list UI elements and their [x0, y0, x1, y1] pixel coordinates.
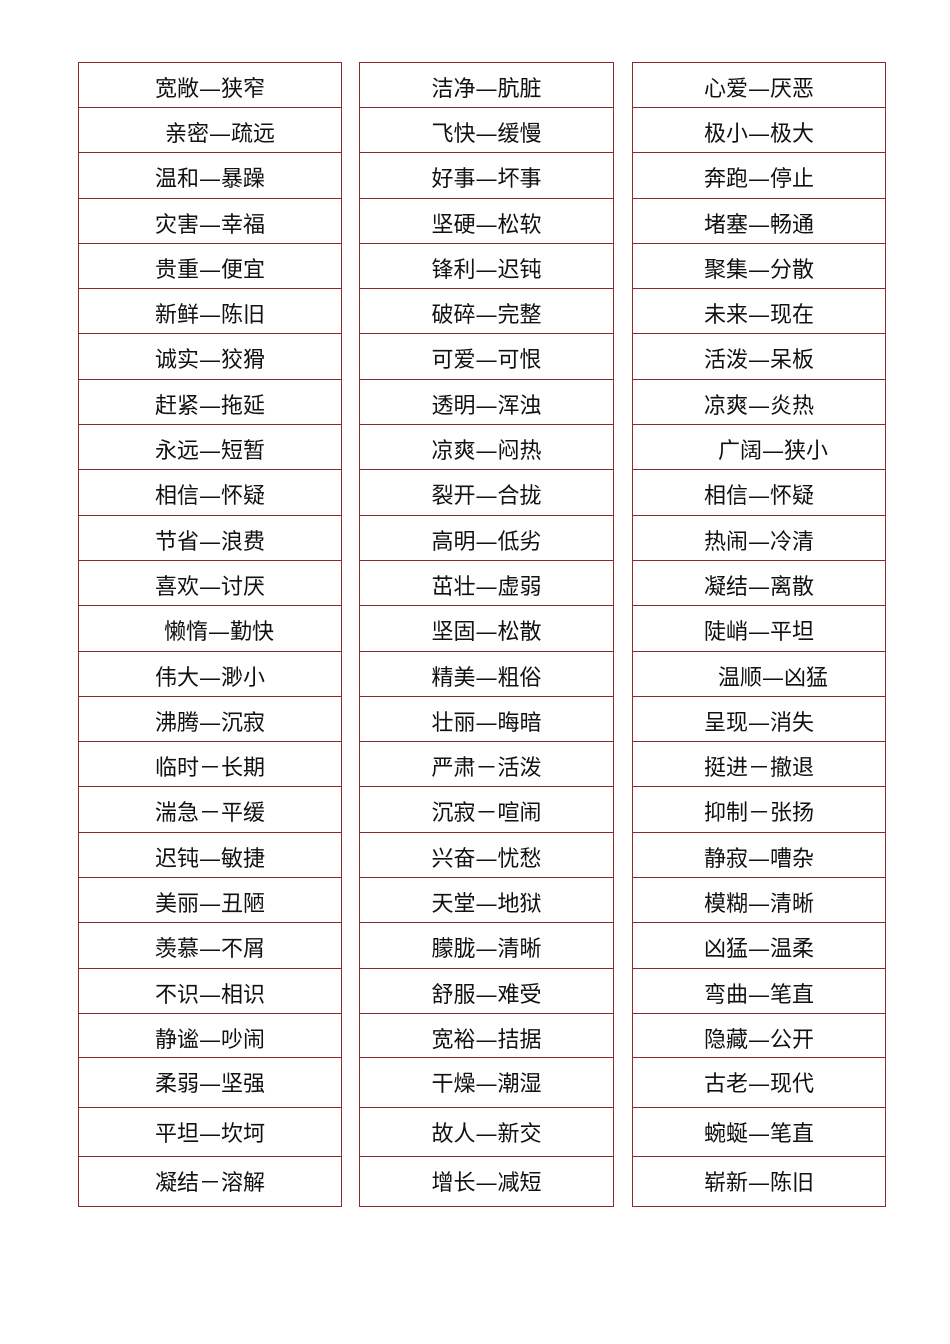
antonym-pair-cell: 严肃－活泼: [360, 741, 613, 786]
antonym-pair-cell: 心爱—厌恶: [633, 62, 885, 107]
antonym-pair-cell: 广阔—狭小: [633, 424, 885, 469]
antonym-pair-cell: 静谧—吵闹: [79, 1013, 341, 1057]
antonym-pair-cell: 裂开—合拢: [360, 469, 613, 515]
antonym-pair-cell: 凝结－溶解: [79, 1156, 341, 1207]
antonym-pair-cell: 节省—浪费: [79, 515, 341, 560]
antonym-pair-cell: 沸腾—沉寂: [79, 696, 341, 741]
antonym-pair-cell: 模糊—清晰: [633, 877, 885, 922]
antonym-pair-cell: 新鲜—陈旧: [79, 288, 341, 333]
antonym-pair-cell: 精美—粗俗: [360, 651, 613, 696]
antonym-pair-cell: 相信—怀疑: [633, 469, 885, 515]
antonym-pair-cell: 灾害—幸福: [79, 198, 341, 243]
antonym-pair-cell: 柔弱—坚强: [79, 1057, 341, 1107]
antonym-pair-cell: 凉爽—炎热: [633, 379, 885, 424]
antonym-pair-cell: 平坦—坎坷: [79, 1107, 341, 1156]
antonym-pair-cell: 伟大—渺小: [79, 651, 341, 696]
antonym-pair-cell: 喜欢—讨厌: [79, 560, 341, 605]
antonym-pair-cell: 临时－长期: [79, 741, 341, 786]
antonym-pair-cell: 赶紧—拖延: [79, 379, 341, 424]
antonym-pair-cell: 好事—坏事: [360, 152, 613, 198]
antonym-pair-cell: 不识—相识: [79, 968, 341, 1013]
antonym-pair-cell: 高明—低劣: [360, 515, 613, 560]
antonym-column-3: 心爱—厌恶 极小—极大 奔跑—停止 堵塞—畅通 聚集—分散 未来—现在 活泼—呆板 凉爽—炎热…: [632, 62, 886, 1207]
antonym-column-1: 宽敞—狭窄 亲密—疏远 温和—暴躁 灾害—幸福 贵重—便宜 新鲜—陈旧 诚实—狡猾 赶紧—拖延…: [78, 62, 342, 1207]
antonym-pair-cell: 亲密—疏远: [79, 107, 341, 152]
antonym-pair-cell: 未来—现在: [633, 288, 885, 333]
antonym-pair-cell: 坚硬—松软: [360, 198, 613, 243]
antonym-pair-cell: 美丽—丑陋: [79, 877, 341, 922]
antonym-pair-cell: 极小—极大: [633, 107, 885, 152]
antonym-pair-cell: 增长—减短: [360, 1156, 613, 1207]
antonym-pair-cell: 古老—现代: [633, 1057, 885, 1107]
antonym-pair-cell: 贵重—便宜: [79, 243, 341, 288]
antonym-pair-cell: 破碎—完整: [360, 288, 613, 333]
antonym-pair-cell: 干燥—潮湿: [360, 1057, 613, 1107]
antonym-pair-cell: 飞快—缓慢: [360, 107, 613, 152]
antonym-pair-cell: 湍急－平缓: [79, 786, 341, 832]
antonym-pair-cell: 隐藏—公开: [633, 1013, 885, 1057]
antonym-pair-cell: 堵塞—畅通: [633, 198, 885, 243]
antonym-pair-cell: 永远—短暂: [79, 424, 341, 469]
antonym-pair-cell: 弯曲—笔直: [633, 968, 885, 1013]
antonym-pair-cell: 舒服—难受: [360, 968, 613, 1013]
antonym-pair-cell: 凶猛—温柔: [633, 922, 885, 968]
antonym-pair-cell: 奔跑—停止: [633, 152, 885, 198]
antonym-pair-cell: 迟钝—敏捷: [79, 832, 341, 877]
antonym-pair-cell: 聚集—分散: [633, 243, 885, 288]
antonym-pair-cell: 坚固—松散: [360, 605, 613, 651]
antonym-pair-cell: 朦胧—清晰: [360, 922, 613, 968]
antonym-pair-cell: 静寂—嘈杂: [633, 832, 885, 877]
antonym-pair-cell: 羡慕—不屑: [79, 922, 341, 968]
antonym-pair-cell: 活泼—呆板: [633, 333, 885, 379]
antonym-pair-cell: 崭新—陈旧: [633, 1156, 885, 1207]
antonym-pair-cell: 沉寂－喧闹: [360, 786, 613, 832]
antonym-pair-cell: 透明—浑浊: [360, 379, 613, 424]
antonym-pair-cell: 凉爽—闷热: [360, 424, 613, 469]
antonym-pair-cell: 锋利—迟钝: [360, 243, 613, 288]
antonym-pair-cell: 兴奋—忧愁: [360, 832, 613, 877]
antonym-pair-cell: 洁净—肮脏: [360, 62, 613, 107]
antonym-pair-cell: 凝结—离散: [633, 560, 885, 605]
antonym-pair-cell: 壮丽—晦暗: [360, 696, 613, 741]
antonym-pair-cell: 宽裕—拮据: [360, 1013, 613, 1057]
antonym-pair-cell: 热闹—冷清: [633, 515, 885, 560]
antonym-pair-cell: 挺进－撤退: [633, 741, 885, 786]
antonym-pair-cell: 茁壮—虚弱: [360, 560, 613, 605]
antonym-pair-cell: 故人—新交: [360, 1107, 613, 1156]
antonym-pair-cell: 诚实—狡猾: [79, 333, 341, 379]
antonym-pair-cell: 相信—怀疑: [79, 469, 341, 515]
antonym-pair-cell: 温和—暴躁: [79, 152, 341, 198]
antonym-pair-cell: 懒惰—勤快: [79, 605, 341, 651]
antonym-pair-cell: 蜿蜒—笔直: [633, 1107, 885, 1156]
antonym-pair-cell: 可爱—可恨: [360, 333, 613, 379]
antonym-pair-cell: 陡峭—平坦: [633, 605, 885, 651]
antonym-pair-cell: 天堂—地狱: [360, 877, 613, 922]
antonym-column-2: 洁净—肮脏 飞快—缓慢 好事—坏事 坚硬—松软 锋利—迟钝 破碎—完整 可爱—可恨 透明—浑浊…: [359, 62, 614, 1207]
antonym-pair-cell: 温顺—凶猛: [633, 651, 885, 696]
antonym-pair-cell: 宽敞—狭窄: [79, 62, 341, 107]
antonym-pair-cell: 呈现—消失: [633, 696, 885, 741]
antonym-pair-cell: 抑制－张扬: [633, 786, 885, 832]
